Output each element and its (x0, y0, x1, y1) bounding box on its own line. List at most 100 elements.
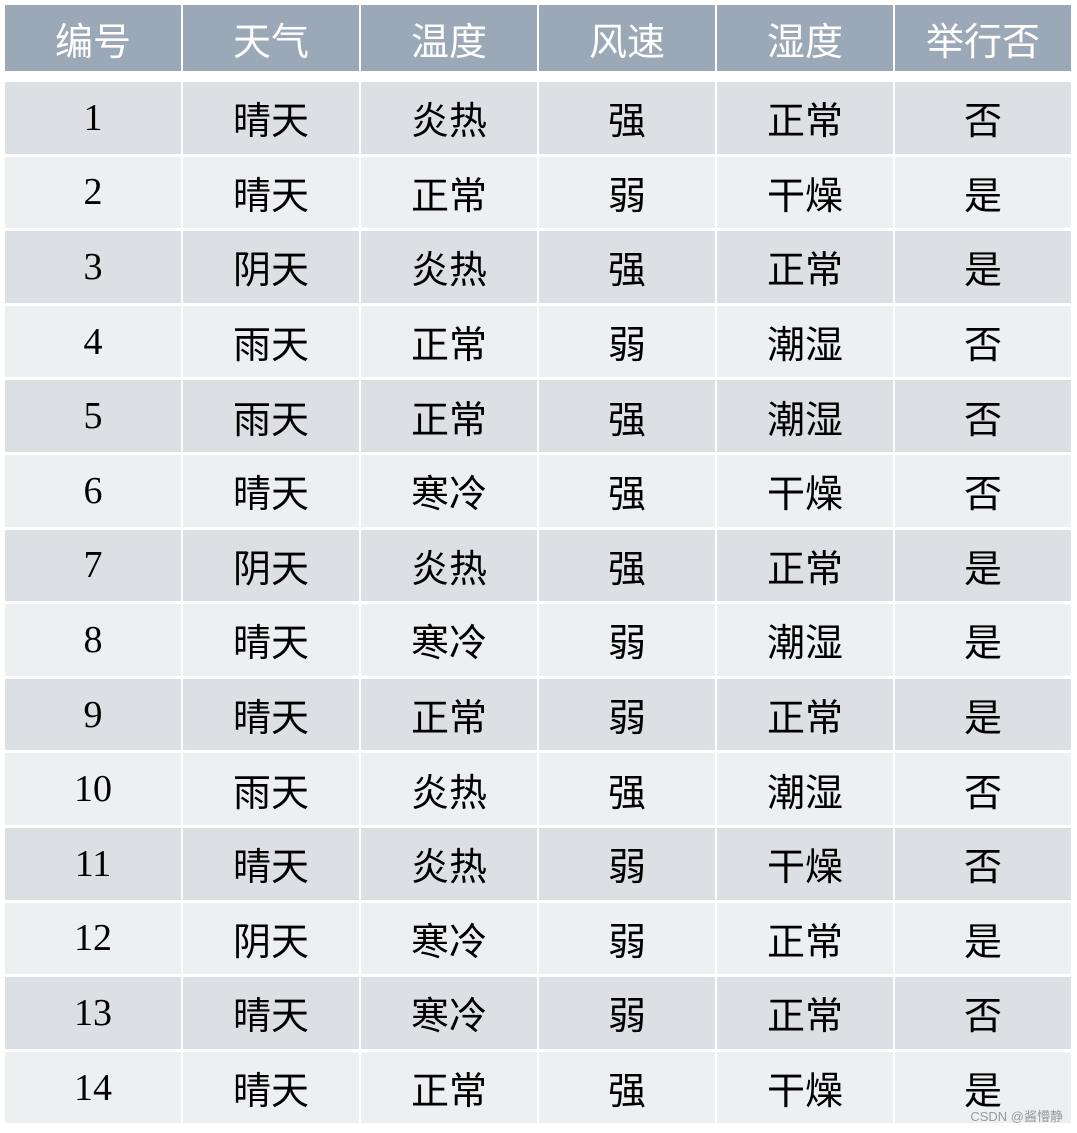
cell-wind: 弱 (539, 156, 715, 229)
cell-id: 13 (5, 977, 181, 1049)
cell-weather: 晴天 (183, 1051, 359, 1124)
cell-weather: 阴天 (183, 231, 359, 303)
cell-held: 否 (895, 380, 1071, 452)
header-cell-weather: 天气 (183, 5, 359, 71)
table-row: 4 雨天 正常弱潮湿否 (5, 305, 1071, 378)
cell-temperature: 炎热 (361, 82, 537, 154)
cell-humidity: 正常 (717, 977, 893, 1049)
cell-held: 是 (895, 1051, 1071, 1124)
header-cell-id: 编号 (5, 5, 181, 71)
cell-id: 9 (5, 678, 181, 751)
cell-humidity: 潮湿 (717, 604, 893, 676)
cell-temperature: 寒冷 (361, 977, 537, 1049)
table-row: 13 晴天 寒冷弱正常否 (5, 977, 1071, 1049)
cell-temperature: 炎热 (361, 529, 537, 602)
header-cell-temperature: 温度 (361, 5, 537, 71)
cell-humidity: 正常 (717, 231, 893, 303)
cell-temperature: 正常 (361, 678, 537, 751)
cell-held: 否 (895, 454, 1071, 527)
table-row: 10 雨天 炎热强潮湿否 (5, 753, 1071, 825)
cell-weather: 晴天 (183, 678, 359, 751)
cell-weather: 雨天 (183, 753, 359, 825)
cell-temperature: 正常 (361, 305, 537, 378)
cell-temperature: 正常 (361, 1051, 537, 1124)
table-row: 9 晴天 正常弱正常是 (5, 678, 1071, 751)
cell-temperature: 炎热 (361, 753, 537, 825)
header-cell-held: 举行否 (895, 5, 1071, 71)
data-table: 编号 天气 温度 风速 湿度 举行否 1 晴天 炎热强正常否 2 晴天 正常弱干燥是 3 阴天… (5, 5, 1071, 1126)
cell-weather: 晴天 (183, 604, 359, 676)
header-cell-wind: 风速 (539, 5, 715, 71)
cell-wind: 弱 (539, 305, 715, 378)
cell-weather: 晴天 (183, 827, 359, 900)
cell-wind: 弱 (539, 678, 715, 751)
table-row: 11 晴天 炎热弱干燥否 (5, 827, 1071, 900)
cell-wind: 弱 (539, 977, 715, 1049)
cell-held: 否 (895, 305, 1071, 378)
table-row: 3 阴天 炎热强正常是 (5, 231, 1071, 303)
cell-humidity: 潮湿 (717, 753, 893, 825)
cell-humidity: 潮湿 (717, 305, 893, 378)
cell-weather: 晴天 (183, 454, 359, 527)
cell-wind: 弱 (539, 604, 715, 676)
cell-wind: 强 (539, 82, 715, 154)
table-row: 7 阴天 炎热强正常是 (5, 529, 1071, 602)
table-row: 5 雨天 正常强潮湿否 (5, 380, 1071, 452)
cell-weather: 晴天 (183, 977, 359, 1049)
table-row: 1 晴天 炎热强正常否 (5, 82, 1071, 154)
cell-held: 是 (895, 156, 1071, 229)
cell-id: 1 (5, 82, 181, 154)
cell-id: 6 (5, 454, 181, 527)
cell-id: 14 (5, 1051, 181, 1124)
cell-humidity: 正常 (717, 82, 893, 154)
cell-wind: 强 (539, 753, 715, 825)
cell-temperature: 寒冷 (361, 454, 537, 527)
cell-weather: 晴天 (183, 156, 359, 229)
cell-held: 是 (895, 231, 1071, 303)
cell-weather: 阴天 (183, 529, 359, 602)
cell-wind: 强 (539, 454, 715, 527)
cell-held: 是 (895, 678, 1071, 751)
cell-humidity: 正常 (717, 678, 893, 751)
cell-id: 4 (5, 305, 181, 378)
cell-id: 12 (5, 902, 181, 975)
cell-temperature: 正常 (361, 380, 537, 452)
cell-held: 否 (895, 977, 1071, 1049)
cell-wind: 弱 (539, 827, 715, 900)
cell-weather: 阴天 (183, 902, 359, 975)
cell-wind: 强 (539, 529, 715, 602)
table-row: 8 晴天 寒冷弱潮湿是 (5, 604, 1071, 676)
cell-humidity: 干燥 (717, 1051, 893, 1124)
cell-held: 否 (895, 82, 1071, 154)
table-header-row: 编号 天气 温度 风速 湿度 举行否 (5, 5, 1071, 71)
cell-humidity: 正常 (717, 529, 893, 602)
cell-temperature: 炎热 (361, 827, 537, 900)
cell-id: 2 (5, 156, 181, 229)
table-row: 6 晴天 寒冷强干燥否 (5, 454, 1071, 527)
cell-id: 8 (5, 604, 181, 676)
cell-humidity: 正常 (717, 902, 893, 975)
cell-held: 否 (895, 827, 1071, 900)
cell-humidity: 干燥 (717, 156, 893, 229)
cell-wind: 强 (539, 231, 715, 303)
cell-temperature: 炎热 (361, 231, 537, 303)
cell-temperature: 寒冷 (361, 604, 537, 676)
cell-weather: 雨天 (183, 380, 359, 452)
cell-id: 11 (5, 827, 181, 900)
table-row: 12 阴天 寒冷弱正常是 (5, 902, 1071, 975)
table-row: 2 晴天 正常弱干燥是 (5, 156, 1071, 229)
header-cell-humidity: 湿度 (717, 5, 893, 71)
cell-weather: 雨天 (183, 305, 359, 378)
cell-id: 5 (5, 380, 181, 452)
cell-held: 是 (895, 604, 1071, 676)
cell-id: 3 (5, 231, 181, 303)
cell-humidity: 潮湿 (717, 380, 893, 452)
watermark: CSDN @酱懵静 (970, 1109, 1063, 1124)
cell-id: 10 (5, 753, 181, 825)
cell-held: 是 (895, 529, 1071, 602)
cell-held: 否 (895, 753, 1071, 825)
cell-temperature: 寒冷 (361, 902, 537, 975)
cell-wind: 强 (539, 1051, 715, 1124)
table-row: 14 晴天 正常强干燥是 (5, 1051, 1071, 1124)
cell-humidity: 干燥 (717, 827, 893, 900)
